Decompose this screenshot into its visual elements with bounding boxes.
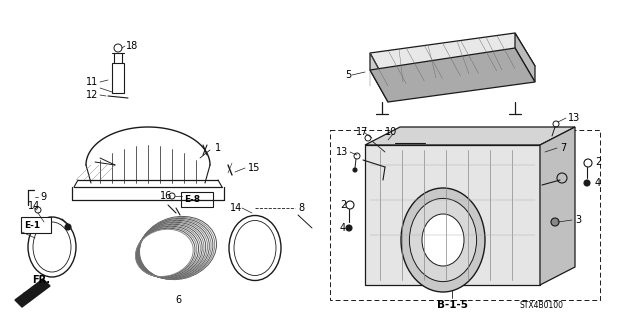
Polygon shape	[515, 33, 535, 82]
Text: 4: 4	[340, 223, 346, 233]
Text: 11: 11	[86, 77, 99, 87]
Text: 2: 2	[595, 157, 601, 167]
Circle shape	[551, 218, 559, 226]
Text: 14: 14	[28, 201, 40, 211]
Text: B-1-5: B-1-5	[436, 300, 467, 310]
Circle shape	[353, 168, 357, 172]
Text: 8: 8	[298, 203, 304, 213]
Circle shape	[346, 225, 352, 231]
Circle shape	[584, 180, 590, 186]
Ellipse shape	[410, 198, 477, 282]
Text: 18: 18	[126, 41, 138, 51]
FancyBboxPatch shape	[21, 217, 51, 233]
Text: 16: 16	[160, 191, 172, 201]
Text: 12: 12	[86, 90, 99, 100]
Polygon shape	[370, 53, 388, 102]
Text: 4: 4	[595, 178, 601, 188]
Text: 9: 9	[40, 192, 46, 202]
Polygon shape	[365, 145, 540, 285]
Text: 2: 2	[340, 200, 346, 210]
Text: E-8: E-8	[184, 196, 200, 204]
Polygon shape	[370, 33, 535, 86]
Polygon shape	[15, 279, 50, 307]
Text: 15: 15	[248, 163, 260, 173]
Text: 13: 13	[336, 147, 348, 157]
Text: 10: 10	[385, 127, 397, 137]
Text: 6: 6	[175, 295, 181, 305]
Polygon shape	[370, 48, 535, 102]
Polygon shape	[540, 127, 575, 285]
Polygon shape	[365, 127, 575, 145]
Text: 5: 5	[345, 70, 351, 80]
FancyBboxPatch shape	[181, 192, 213, 207]
FancyBboxPatch shape	[330, 130, 600, 300]
Circle shape	[65, 224, 71, 230]
Ellipse shape	[401, 188, 485, 292]
Text: 7: 7	[560, 143, 566, 153]
Text: 3: 3	[575, 215, 581, 225]
Text: STX4B0100: STX4B0100	[520, 300, 564, 309]
Text: 14: 14	[230, 203, 243, 213]
Text: E-1: E-1	[24, 220, 40, 229]
Text: 17: 17	[356, 127, 369, 137]
Text: FR.: FR.	[32, 275, 50, 285]
Ellipse shape	[422, 214, 464, 266]
Text: 13: 13	[568, 113, 580, 123]
Text: 1: 1	[215, 143, 221, 153]
